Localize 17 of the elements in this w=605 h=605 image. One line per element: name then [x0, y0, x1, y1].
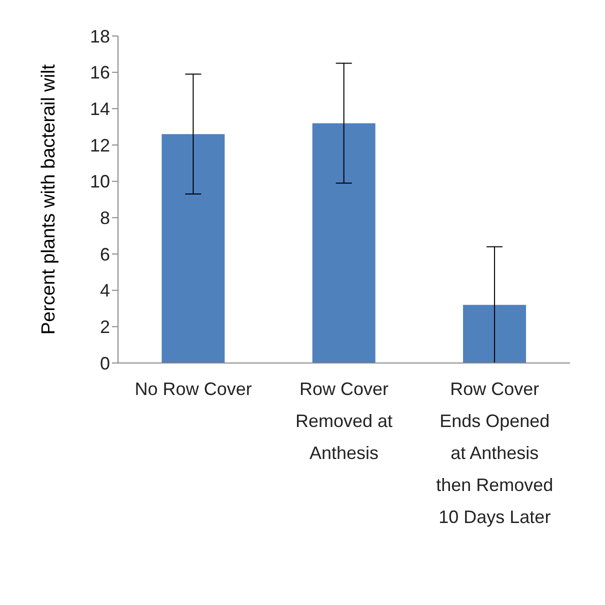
y-tick-label: 2 — [100, 317, 110, 338]
y-tick-label: 10 — [90, 172, 110, 192]
y-tick-label: 14 — [90, 99, 110, 120]
y-tick-label: 12 — [90, 135, 110, 156]
y-tick-label: 6 — [100, 244, 110, 264]
bar — [312, 123, 376, 363]
y-tick-label: 16 — [90, 62, 110, 83]
bar — [463, 304, 526, 363]
y-tick-label: 4 — [100, 280, 110, 301]
x-tick-label: Row Cover Ends Opened at Anthesis then Removed 10 Days Later — [436, 379, 554, 527]
y-tick-label: 0 — [100, 353, 110, 374]
x-tick-label: No Row Cover — [134, 379, 252, 399]
y-axis-title: Percent plants with bacterail wilt — [38, 64, 60, 335]
y-tick-label: 18 — [90, 26, 110, 46]
y-tick-label: 8 — [100, 208, 110, 228]
x-tick-label: Row Cover Removed at Anthesis — [295, 379, 393, 463]
bar — [162, 134, 225, 363]
